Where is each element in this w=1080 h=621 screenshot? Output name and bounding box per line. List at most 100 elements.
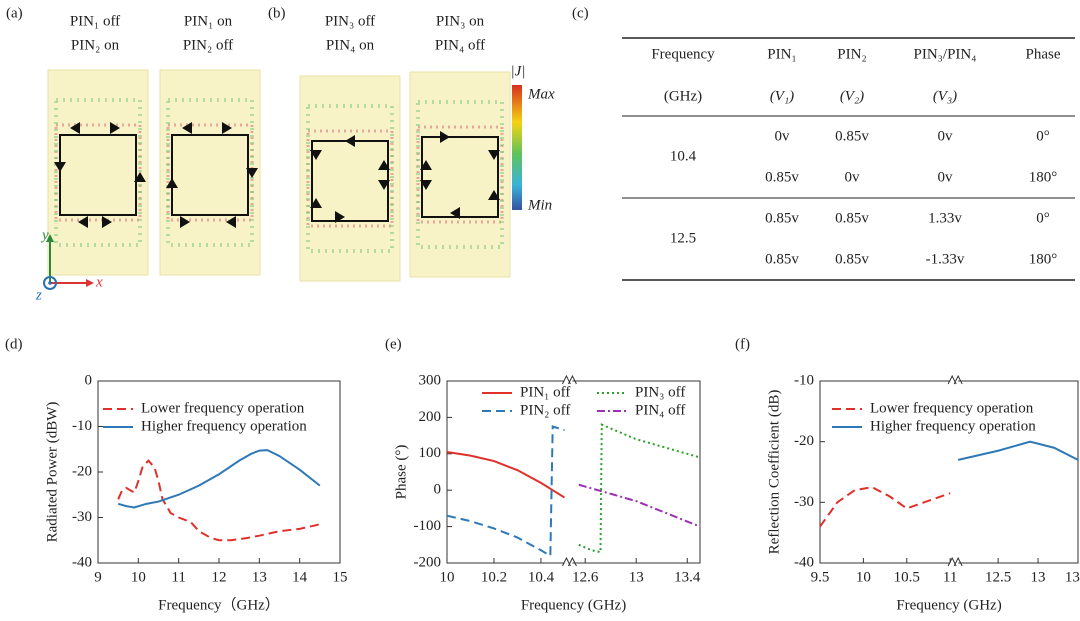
legend-label: PIN₁ off bbox=[520, 384, 570, 400]
y-tick-label: -30 bbox=[72, 509, 92, 525]
y-tick-label: -20 bbox=[72, 463, 92, 479]
legend-label: PIN₃ off bbox=[635, 384, 685, 400]
field-map bbox=[408, 70, 512, 279]
table-rules bbox=[622, 37, 1075, 281]
axis-break bbox=[950, 379, 959, 384]
colorbar bbox=[512, 85, 522, 210]
legend-label: Higher frequency operation bbox=[141, 418, 307, 434]
y-axis-label: Radiated Power (dBW) bbox=[44, 402, 60, 543]
legend-label: PIN₄ off bbox=[635, 402, 685, 418]
table-unit: (V₂) bbox=[840, 88, 864, 104]
chart: (f) -40 -30 -20 -10 9.5 10 10.5 11 12.5 13 13.5 Freq… bbox=[735, 336, 1080, 613]
caption: PIN₃ off bbox=[325, 13, 375, 29]
x-tick-label: 9.5 bbox=[811, 569, 830, 585]
y-tick-label: -30 bbox=[794, 494, 814, 510]
legend-label: PIN₂ off bbox=[520, 402, 570, 418]
x-tick-label: 12.6 bbox=[572, 569, 599, 585]
table-cell: 0v bbox=[775, 128, 791, 144]
x-tick-label: 10.4 bbox=[528, 569, 555, 585]
y-axis-label: Phase (°) bbox=[393, 445, 409, 500]
table-cell: -1.33v bbox=[926, 251, 965, 267]
panel-label: (e) bbox=[385, 336, 402, 352]
table-cell: 0v bbox=[938, 169, 954, 185]
y-tick-label: 200 bbox=[419, 409, 442, 425]
table-cell: 0.85v bbox=[765, 251, 799, 267]
line bbox=[117, 449, 321, 509]
table-cell: 180° bbox=[1029, 251, 1058, 267]
y-tick-label: -40 bbox=[72, 554, 92, 570]
break-mark bbox=[947, 374, 963, 567]
table-cell: 0.85v bbox=[835, 128, 869, 144]
table-cell: 0° bbox=[1036, 210, 1050, 226]
panel-label: (b) bbox=[268, 5, 286, 21]
field-map bbox=[158, 68, 262, 277]
caption: PIN₂ off bbox=[183, 37, 233, 53]
y-tick-label: -100 bbox=[414, 518, 442, 534]
y-tick-label: 100 bbox=[419, 445, 442, 461]
axis-name: y bbox=[40, 227, 49, 243]
table-cell: 0.85v bbox=[765, 169, 799, 185]
x-tick-label: 10 bbox=[856, 569, 871, 585]
plot-frame bbox=[819, 380, 1079, 564]
caption: PIN₃ on bbox=[436, 13, 485, 29]
colorbar-title: |J| bbox=[511, 63, 526, 79]
field-map bbox=[46, 68, 150, 277]
table-cell: 0v bbox=[845, 169, 861, 185]
table-cell: 1.33v bbox=[928, 210, 962, 226]
legend-label: Higher frequency operation bbox=[870, 418, 1036, 434]
x-tick-label: 9 bbox=[94, 569, 102, 585]
y-tick-label: -10 bbox=[72, 418, 92, 434]
table-unit: (V₃) bbox=[933, 88, 957, 104]
table-header: PIN₂ bbox=[837, 46, 866, 62]
axis-triad bbox=[43, 234, 94, 290]
table-cell: 180° bbox=[1029, 169, 1058, 185]
line bbox=[819, 486, 951, 528]
x-tick-label: 10.2 bbox=[481, 569, 507, 585]
panel-label: (a) bbox=[6, 5, 23, 21]
table-cell: 0.85v bbox=[835, 210, 869, 226]
y-tick-label: -200 bbox=[414, 554, 442, 570]
table-cell: 0° bbox=[1036, 128, 1050, 144]
x-tick-label: 10.5 bbox=[894, 569, 920, 585]
x-tick-label: 12 bbox=[212, 569, 227, 585]
x-tick-label: 13 bbox=[1031, 569, 1046, 585]
panel-label: (c) bbox=[572, 5, 589, 21]
panel-label: (f) bbox=[735, 336, 750, 352]
x-tick-label: 11 bbox=[943, 569, 957, 585]
line bbox=[446, 450, 565, 499]
axis-name: x bbox=[95, 274, 103, 290]
table-cell: 0v bbox=[938, 128, 954, 144]
y-tick-label: -20 bbox=[794, 433, 814, 449]
x-tick-label: 14 bbox=[292, 569, 308, 585]
panel-label: (d) bbox=[5, 336, 23, 352]
x-tick-label: 10 bbox=[131, 569, 146, 585]
legend-label: Lower frequency operation bbox=[141, 400, 305, 416]
table-header: Frequency bbox=[651, 46, 715, 62]
line bbox=[446, 425, 565, 558]
table-cell: 10.4 bbox=[670, 148, 697, 164]
table-cell: 0.85v bbox=[835, 251, 869, 267]
y-tick-label: 0 bbox=[85, 372, 93, 388]
caption: PIN₁ on bbox=[184, 13, 233, 29]
x-tick-label: 13 bbox=[252, 569, 267, 585]
caption: PIN₄ off bbox=[435, 37, 485, 53]
line bbox=[957, 440, 1079, 461]
line bbox=[117, 459, 321, 542]
x-tick-label: 13 bbox=[629, 569, 644, 585]
axis-break bbox=[564, 379, 573, 384]
field-map bbox=[298, 74, 402, 283]
colorbar-max: Max bbox=[527, 86, 555, 102]
chart: (d) -40 -30 -20 -10 0 9 10 11 12 13 14 15 Frequency（G… bbox=[5, 336, 348, 613]
x-tick-label: 13.5 bbox=[1065, 569, 1080, 585]
chart: (e) -200 -100 0 100 200 300 10 10.2 10.4 12.6 13 13.… bbox=[385, 336, 701, 613]
x-tick-label: 12.5 bbox=[985, 569, 1011, 585]
plot-frame bbox=[446, 380, 701, 564]
y-tick-label: -40 bbox=[794, 554, 814, 570]
y-tick-label: 300 bbox=[419, 372, 442, 388]
axis-name: z bbox=[35, 287, 42, 303]
x-axis-label: Frequency（GHz） bbox=[158, 596, 280, 613]
table-header: PIN₁ bbox=[767, 46, 796, 62]
line bbox=[578, 423, 701, 554]
x-tick-label: 10 bbox=[440, 569, 455, 585]
